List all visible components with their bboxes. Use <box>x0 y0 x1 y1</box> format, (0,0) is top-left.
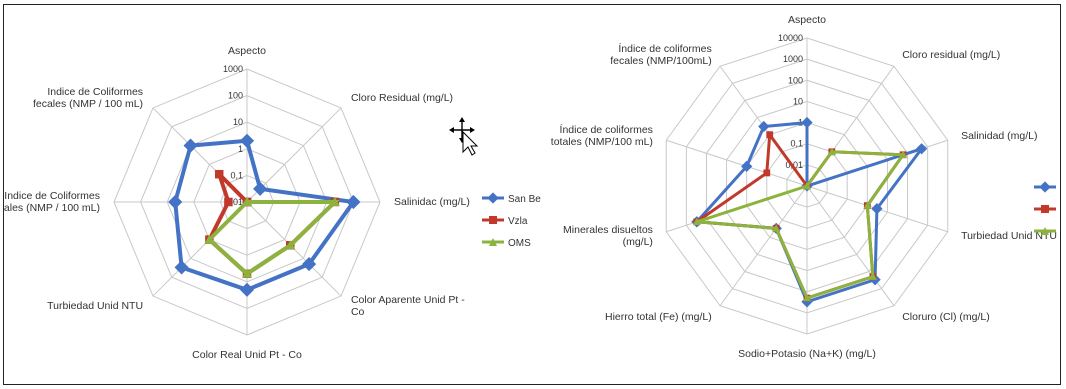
point-vzla <box>766 131 774 139</box>
point-oms <box>803 182 811 190</box>
point-oms <box>285 240 296 250</box>
legend-marker <box>489 216 497 224</box>
figure-frame: 1000 100 10 1 0,1 0,01 Aspecto Cloro Residual (… <box>0 4 1066 385</box>
category-label: Indice de Coliformes fecales (NMP / 100 m… <box>33 86 143 110</box>
category-label: Hierro total (Fe) (mg/L) <box>605 311 712 323</box>
point-oms <box>863 201 872 209</box>
point-oms <box>204 234 215 244</box>
point-mor <box>871 203 883 215</box>
tick-label: 1000 <box>223 64 243 74</box>
legend-left: San Be Vzla OMS <box>482 192 541 249</box>
tick-label: 0,1 <box>230 170 243 180</box>
legend-label: San Be <box>508 194 541 205</box>
point-mor <box>801 116 813 129</box>
category-label: Índice de coliformes totales (NMP/100 mL) <box>551 123 653 148</box>
point-oms <box>868 272 877 280</box>
point-mor <box>741 160 753 173</box>
legend-marker <box>1039 181 1051 193</box>
point-san-be <box>346 194 361 210</box>
tick-label: 100 <box>788 75 803 85</box>
tick-label: 1000 <box>783 54 803 64</box>
category-label: Salinidad (mg/L) <box>961 130 1037 142</box>
point-mor <box>758 120 770 133</box>
category-label: Índice de coliformes fecales (NMP/100mL) <box>610 42 712 67</box>
tick-label: 10 <box>793 96 803 106</box>
point-oms <box>692 217 701 225</box>
point-oms <box>242 268 252 278</box>
category-label: Aspecto <box>228 45 266 57</box>
point-mor <box>915 143 928 155</box>
tick-label: 0,01 <box>225 197 243 207</box>
category-label: Salinidac (mg/L) <box>394 196 470 208</box>
tick-label: 10 <box>233 117 243 127</box>
legend-marker <box>489 238 497 246</box>
point-vzla <box>763 169 771 177</box>
axis-spoke <box>806 185 895 307</box>
point-san-be <box>183 138 198 153</box>
axis-spoke <box>719 185 808 307</box>
point-vzla <box>224 197 233 207</box>
radar-chart-left: 1000 100 10 1 0,1 0,01 Aspecto Cloro Residual (… <box>0 45 470 361</box>
category-label: Cloro Residual (mg/L) <box>351 92 453 104</box>
point-san-be <box>302 257 317 272</box>
category-label: Turbiedad Unid NTU <box>47 300 143 312</box>
category-label: Turbiedad Unid NTU <box>961 230 1057 242</box>
point-san-be <box>168 194 183 210</box>
category-label: Color Aparente Unid Pt -Co <box>351 294 465 318</box>
point-san-be <box>239 282 255 297</box>
point-san-be <box>174 260 189 275</box>
category-label: Color Real Unid Pt - Co <box>192 349 302 361</box>
series-line-oms <box>206 200 340 277</box>
category-label: Cloro residual (mg/L) <box>902 49 1000 61</box>
category-label: Sodio+Potasio (Na+K) (mg/L) <box>738 348 876 360</box>
axis-spoke <box>666 139 808 187</box>
category-label: Cloruro (Cl) (mg/L) <box>902 311 990 323</box>
legend-marker <box>1041 227 1049 235</box>
legend-label: Vzla <box>508 216 528 227</box>
point-oms <box>827 147 836 155</box>
point-oms <box>772 224 781 232</box>
point-oms <box>242 197 252 206</box>
legend-label: OMS <box>508 238 531 249</box>
legend-marker <box>487 192 499 204</box>
tick-label: 0,1 <box>790 139 803 149</box>
point-oms <box>329 197 340 206</box>
tick-label: 0,01 <box>785 160 803 170</box>
point-oms <box>899 150 908 158</box>
move-cursor-icon <box>449 117 479 156</box>
point-oms <box>803 294 811 302</box>
category-label: Indice de Coliformestotales (NMP / 100 m… <box>4 190 100 214</box>
tick-label: 100 <box>228 91 243 101</box>
radar-charts-figure: 1000 100 10 1 0,1 0,01 Aspecto Cloro Residual (… <box>0 14 1066 361</box>
category-label: Minerales disueltos (mg/L) <box>563 224 653 248</box>
point-vzla <box>214 169 224 179</box>
category-label: Aspecto <box>788 14 826 26</box>
point-san-be <box>253 181 268 196</box>
tick-label: 10000 <box>778 33 803 43</box>
tick-label: 1 <box>238 144 243 154</box>
legend-marker <box>1041 205 1049 213</box>
point-san-be <box>239 133 255 148</box>
